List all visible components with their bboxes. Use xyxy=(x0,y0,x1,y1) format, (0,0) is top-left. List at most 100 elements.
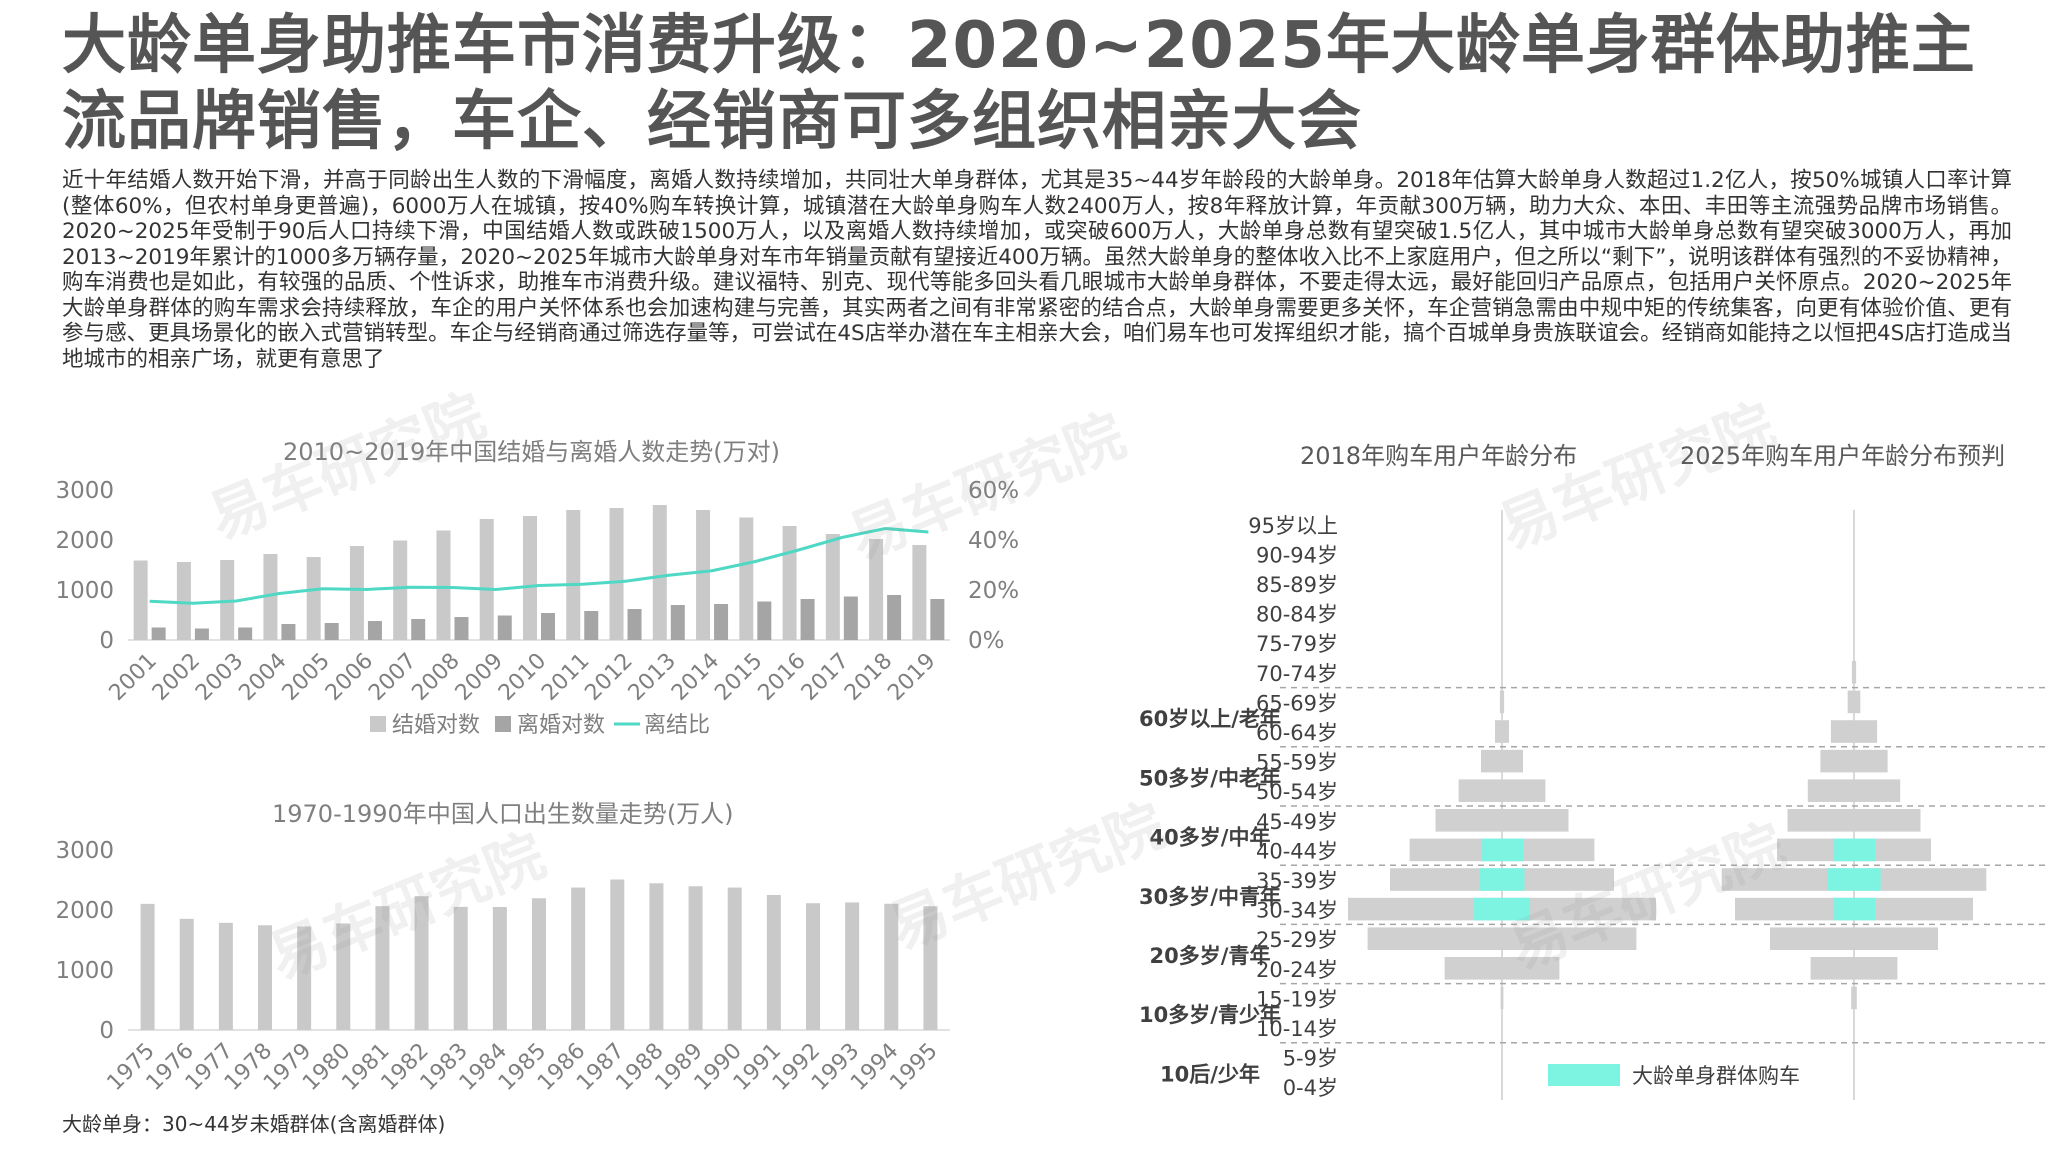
pyramid-2018-bar xyxy=(1500,986,1504,1010)
ratio-line xyxy=(149,526,929,605)
page-title: 大龄单身助推车市消费升级：2020~2025年大龄单身群体助推主流品牌销售，车企… xyxy=(62,9,1976,159)
births-bar xyxy=(845,902,860,1030)
pyramid-2018-bar xyxy=(1444,957,1560,980)
x-tick-label: 2019 xyxy=(883,649,940,706)
age-label: 45-49岁 xyxy=(1256,810,1338,834)
legend-label: 大龄单身群体购车 xyxy=(1632,1064,1800,1088)
births-bar xyxy=(806,903,820,1030)
births-bar xyxy=(727,887,742,1030)
age-label: 70-74岁 xyxy=(1256,662,1338,686)
pyramid-2018-bar xyxy=(1367,927,1637,950)
legend-label: 结婚对数 xyxy=(392,713,480,738)
divorce-bar xyxy=(670,605,685,640)
age-label: 65-69岁 xyxy=(1256,691,1338,715)
pyramid-2018-bar xyxy=(1499,690,1505,714)
divorce-bar xyxy=(800,599,815,640)
x-tick-label: 2012 xyxy=(580,649,637,706)
marriage-bar xyxy=(566,510,581,640)
age-label: 80-84岁 xyxy=(1256,603,1338,627)
age-label: 85-89岁 xyxy=(1256,573,1338,597)
births-bar xyxy=(297,926,312,1030)
y-tick-label: 0 xyxy=(99,1018,114,1044)
age-label: 35-39岁 xyxy=(1256,869,1338,893)
pyramid-2025-bar xyxy=(1820,749,1888,773)
legend-swatch xyxy=(1548,1064,1620,1086)
births-bar xyxy=(649,883,664,1030)
marriage-bar xyxy=(652,505,667,640)
births-bar xyxy=(336,923,351,1030)
age-label: 60-64岁 xyxy=(1256,721,1338,745)
footnote: 大龄单身：30~44岁未婚群体(含离婚群体) xyxy=(62,1112,446,1136)
pyramid-2018-bar xyxy=(1458,779,1546,802)
group-label: 30多岁/中青年 xyxy=(1139,885,1281,909)
age-label: 40-44岁 xyxy=(1256,839,1338,863)
pyramid-2025-highlight-bar xyxy=(1833,838,1875,862)
group-label: 40多岁/中年 xyxy=(1150,826,1271,850)
y2-tick-label: 0% xyxy=(968,628,1005,654)
marriage-chart-title: 2010~2019年中国结婚与离婚人数走势(万对) xyxy=(283,438,780,466)
x-tick-label: 2002 xyxy=(148,649,205,706)
pyramid-2025-bar xyxy=(1807,779,1901,802)
marriage-divorce-chart: 0 1000 2000 3000 0% 20% 40% 60% 2001200220032004… xyxy=(55,478,1019,738)
x-tick-label: 2007 xyxy=(364,649,421,706)
y2-tick-label: 60% xyxy=(968,478,1019,504)
births-bar xyxy=(766,895,781,1030)
age-label: 20-24岁 xyxy=(1256,958,1338,982)
births-bar xyxy=(258,925,272,1030)
y-tick-label: 1000 xyxy=(55,578,114,604)
age-label: 50-54岁 xyxy=(1256,780,1338,804)
divorce-bar xyxy=(367,621,382,640)
x-tick-label: 2010 xyxy=(494,649,551,706)
marriage-bar xyxy=(306,557,321,640)
age-label: 5-9岁 xyxy=(1283,1047,1338,1071)
pyramid-2025-bar xyxy=(1851,661,1857,684)
group-label: 20多岁/青年 xyxy=(1150,944,1271,968)
births-bar xyxy=(571,887,586,1030)
divorce-bar xyxy=(541,613,555,640)
divorce-bar xyxy=(584,611,599,640)
y-tick-label: 2000 xyxy=(55,898,114,924)
y2-tick-label: 20% xyxy=(968,578,1019,604)
x-tick-label: 2004 xyxy=(234,649,291,706)
pyramid-2018-highlight-bar xyxy=(1479,868,1525,891)
y-tick-label: 3000 xyxy=(55,478,114,504)
x-tick-label: 2014 xyxy=(667,649,724,706)
y-tick-label: 3000 xyxy=(55,838,114,864)
pyramid-2018-bar xyxy=(1435,809,1569,832)
x-tick-label: 2005 xyxy=(278,649,335,706)
divorce-bar xyxy=(281,624,296,640)
births-bar xyxy=(453,906,468,1030)
group-label: 10多岁/青少年 xyxy=(1139,1003,1281,1027)
age-label: 90-94岁 xyxy=(1256,543,1338,567)
births-bar xyxy=(610,879,625,1030)
y2-tick-label: 40% xyxy=(968,528,1019,554)
marriage-bar xyxy=(825,534,840,640)
marriage-bar xyxy=(739,517,754,640)
pyramid-2025-bar xyxy=(1770,927,1938,950)
legend-label: 离婚对数 xyxy=(517,713,605,738)
pyramid-2025-highlight-bar xyxy=(1827,868,1881,891)
pyramid-2025-bar xyxy=(1810,957,1898,980)
births-bar xyxy=(884,903,899,1030)
divorce-bar xyxy=(194,628,209,640)
pyramid-2025-bar xyxy=(1830,720,1878,743)
pyramid-2018-bar xyxy=(1495,720,1509,743)
legend-swatch xyxy=(495,716,511,732)
marriage-bar xyxy=(696,510,711,640)
x-tick-label: 2018 xyxy=(840,649,897,706)
group-label: 60岁以上/老年 xyxy=(1139,707,1281,731)
age-label: 0-4岁 xyxy=(1283,1076,1338,1100)
age-label: 95岁以上 xyxy=(1248,514,1338,538)
pyramid-2025-bar xyxy=(1787,809,1921,832)
age-pyramid-chart: 95岁以上 90-94岁 85-89岁 80-84岁 75-79岁 70-74岁 65-69… xyxy=(1139,510,2048,1100)
marriage-bar xyxy=(609,508,624,640)
births-bar xyxy=(492,907,507,1030)
births-bar xyxy=(414,896,429,1030)
marriage-bar xyxy=(782,526,797,640)
marriage-bar xyxy=(263,554,278,640)
divorce-bar xyxy=(757,601,772,640)
marriage-bar xyxy=(176,562,191,640)
pyramid-2025-highlight-bar xyxy=(1833,897,1875,921)
marriage-bar xyxy=(393,540,408,640)
births-bar xyxy=(688,886,703,1030)
